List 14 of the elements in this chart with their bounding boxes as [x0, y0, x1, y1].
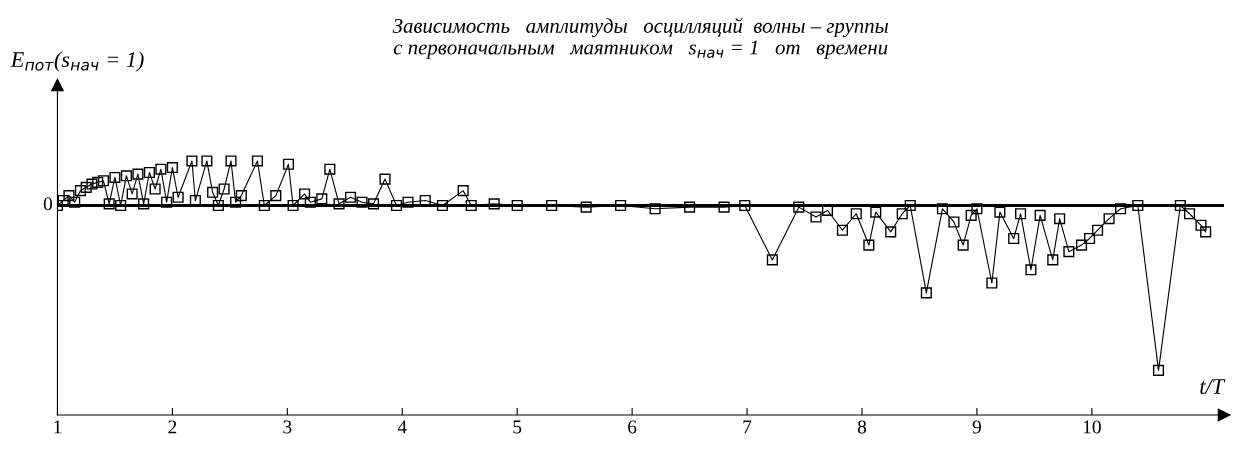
x-tick-label: 8: [857, 420, 867, 434]
x-tick-label: 7: [743, 420, 752, 434]
x-tick-label: 9: [972, 420, 981, 434]
x-tick-label: 4: [397, 420, 407, 434]
x-tick-label: 2: [168, 420, 177, 434]
ref-line-label: 0: [43, 197, 53, 211]
y-axis-title: E$_{пот}$(s$_{нач}$ = 1): [10, 51, 144, 72]
x-tick-label: 5: [513, 420, 522, 434]
chart-title: Зависимость амплитуды осцилляций волны – группы с первоначальным маятником s$_{нач}$ = 1 от времени: [392, 17, 889, 59]
x-tick-label: 10: [1083, 420, 1101, 434]
x-tick-label: 3: [283, 420, 292, 434]
x-tick-label: 1: [54, 420, 62, 434]
x-axis-title: t/T: [1200, 379, 1226, 394]
x-tick-label: 6: [628, 420, 637, 434]
